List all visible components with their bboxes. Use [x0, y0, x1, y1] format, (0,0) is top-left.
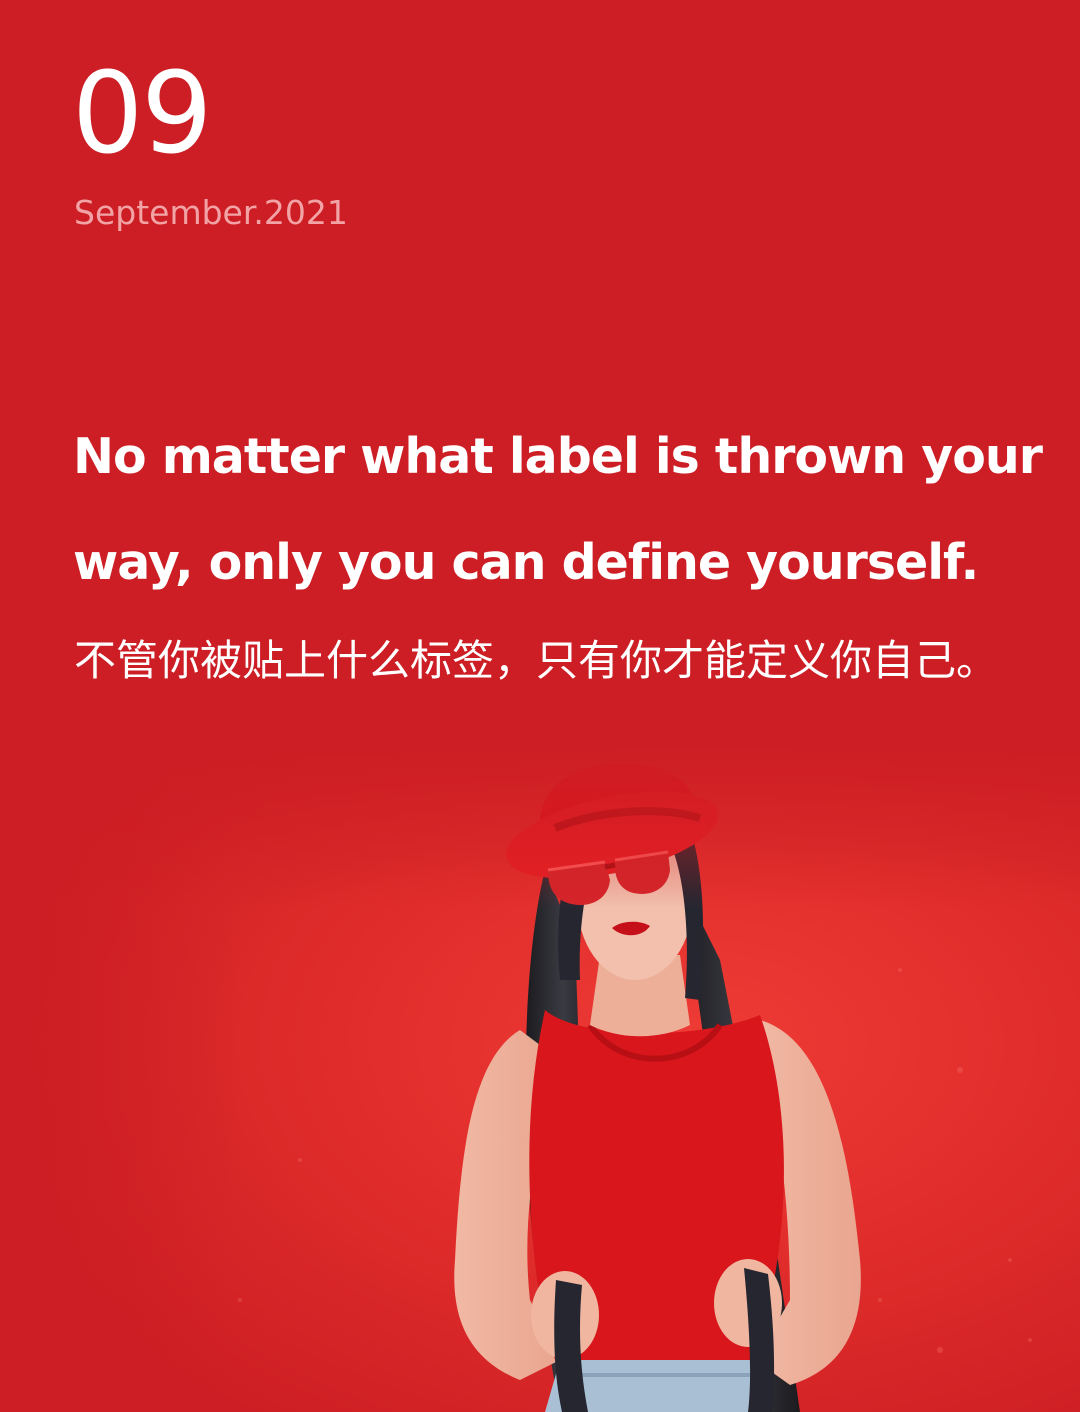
portrait-photo — [0, 740, 1080, 1412]
quote-chinese: 不管你被贴上什么标签，只有你才能定义你自己。 — [74, 636, 999, 685]
month-year: September.2021 — [74, 193, 348, 232]
quote-english: No matter what label is thrown your way,… — [73, 428, 1043, 591]
day-number: 09 — [72, 49, 213, 179]
